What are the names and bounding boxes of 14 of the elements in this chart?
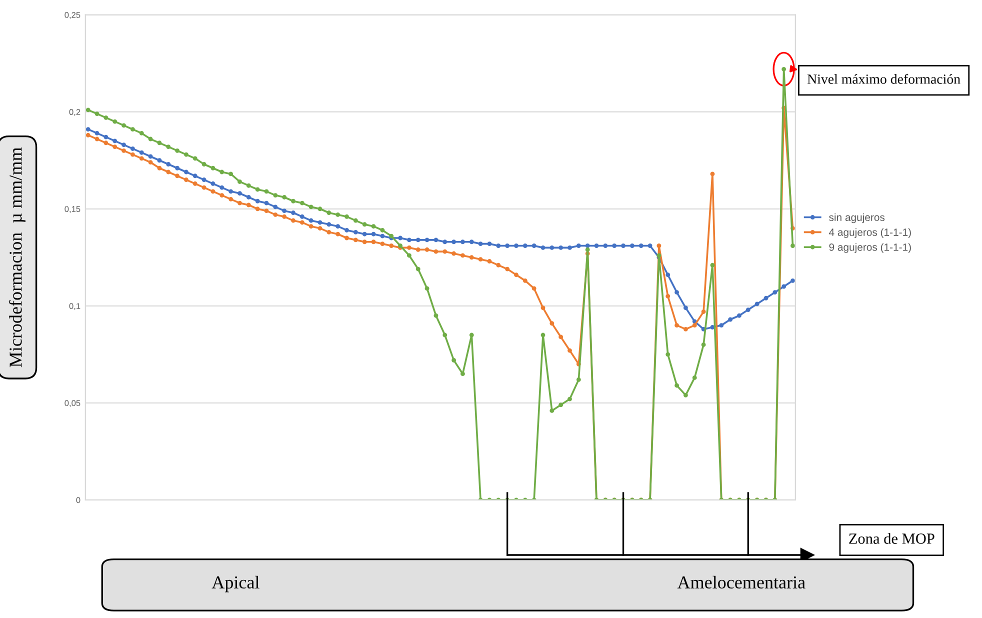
y-tick-label: 0,1	[69, 303, 80, 310]
text: Zona de MOP	[849, 533, 934, 544]
text: Apical	[212, 576, 260, 592]
legend-label: 9 agujeros (1-1-1)	[829, 243, 911, 253]
y-tick-label: 0,15	[64, 206, 80, 213]
y-tick-label: 0,2	[69, 109, 80, 116]
legend-label: sin agujeros	[829, 213, 885, 224]
legend-label: 4 agujeros (1-1-1)	[828, 228, 911, 238]
text: Amelocementaria	[677, 576, 806, 589]
y-tick-label: 0,25	[64, 12, 80, 19]
y-tick-label: 0,05	[64, 400, 80, 408]
y-axis-title: Microdeformacion µ mm/mm	[8, 147, 26, 368]
y-tick-label: 0	[76, 497, 80, 504]
text: Nivel máximo deformación	[807, 74, 960, 84]
